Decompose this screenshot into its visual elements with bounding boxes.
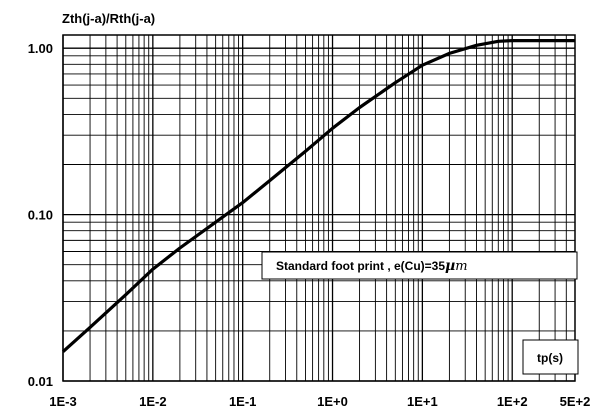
x-tick-label: 1E+0 — [317, 394, 348, 409]
annotation-m-symbol: m — [455, 259, 467, 274]
y-tick-label: 0.01 — [28, 374, 53, 389]
x-tick-label: 1E-2 — [139, 394, 166, 409]
annotation-text: Standard foot print , e(Cu)=35µm — [276, 258, 468, 274]
x-tick-label: 1E-3 — [49, 394, 76, 409]
x-axis-label-box — [522, 339, 579, 375]
x-tick-label: 1E+2 — [497, 394, 528, 409]
y-axis-label: Zth(j-a)/Rth(j-a) — [62, 11, 155, 26]
annotation-box — [261, 251, 578, 280]
y-tick-labels: 0.01 0.10 1.00 — [28, 41, 53, 389]
grid — [62, 35, 576, 382]
x-tick-label: 1E+1 — [407, 394, 438, 409]
x-axis-label: tp(s) — [537, 351, 563, 365]
x-tick-label: 1E-1 — [229, 394, 256, 409]
x-tick-label: 5E+2 — [560, 394, 591, 409]
y-tick-label: 1.00 — [28, 41, 53, 56]
x-tick-labels: 1E-3 1E-2 1E-1 1E+0 1E+1 1E+2 5E+2 — [49, 394, 590, 409]
y-tick-label: 0.10 — [28, 208, 53, 223]
annotation-main: Standard foot print , e(Cu)=35 — [276, 259, 445, 273]
plot-frame — [62, 34, 576, 382]
series-line-zth-rth — [61, 39, 575, 353]
annotation-mu-symbol: µ — [445, 258, 455, 274]
